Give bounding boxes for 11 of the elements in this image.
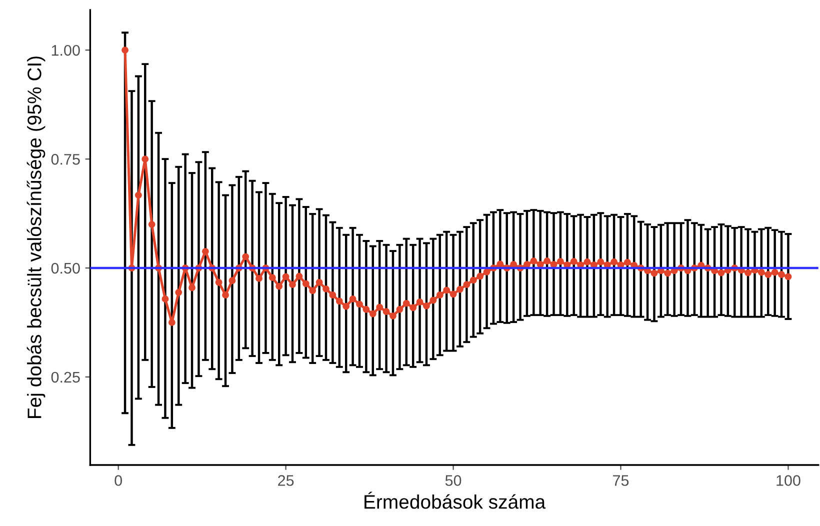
x-axis-title: Érmedobások száma	[364, 492, 546, 509]
x-tick-label: 100	[776, 475, 800, 486]
x-tick-label: 75	[613, 475, 629, 486]
x-tick-label: 0	[114, 475, 122, 486]
x-tick-label: 50	[445, 475, 462, 486]
y-tick-label: 0.50	[51, 262, 80, 274]
x-tick-label: 25	[278, 475, 294, 486]
y-tick-label: 0.25	[51, 372, 80, 383]
y-axis-title: Fej dobás becsült valószínűsége (95% CI)	[26, 56, 46, 418]
y-tick-label: 0.75	[51, 154, 80, 165]
y-tick-label: 1.00	[52, 44, 80, 56]
